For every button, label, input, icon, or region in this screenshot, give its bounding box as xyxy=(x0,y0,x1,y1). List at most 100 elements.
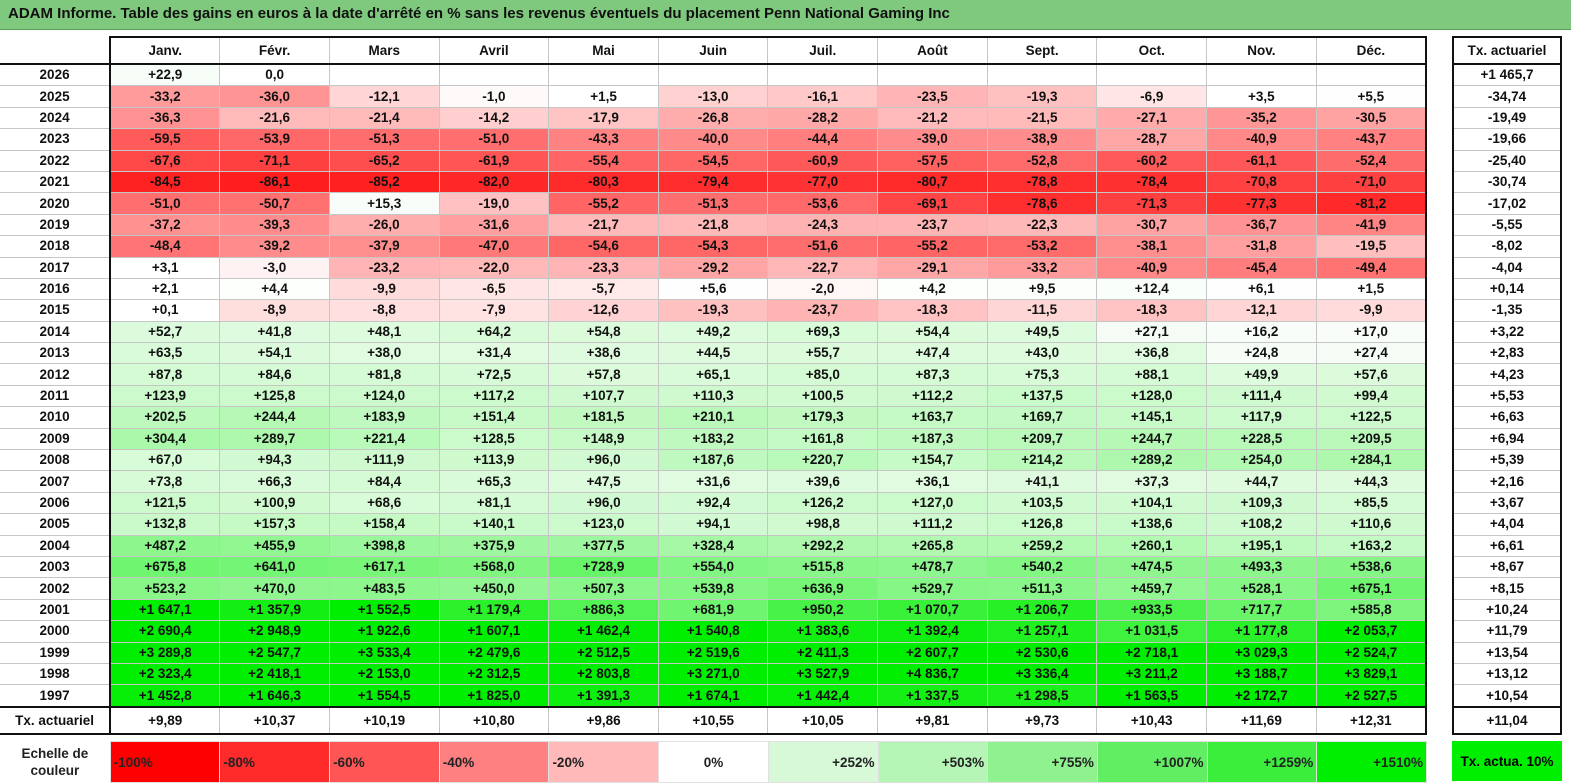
table-row: 2007 +73,8 +66,3 +84,4 +65,3 +47,5 +31,6 +39,6 +… xyxy=(0,470,1427,493)
gain-cell xyxy=(328,63,440,87)
gain-cell: +31,6 xyxy=(657,470,769,493)
gain-cell: +36,1 xyxy=(877,470,988,493)
year-label: 2010 xyxy=(0,406,112,429)
table-row: 2024 -36,3 -21,6 -21,4 -14,2 -17,9 -26,8 -28,2-… xyxy=(0,106,1427,130)
page-title: ADAM Informe. Table des gains en euros à… xyxy=(8,5,950,22)
gain-cell: +6,1 xyxy=(1206,277,1317,301)
gain-cell: -39,3 xyxy=(219,213,330,237)
table-row: 2018 -48,4 -39,2 -37,9 -47,0 -54,6 -54,3 -51,6-… xyxy=(0,235,1427,258)
year-label: 2003 xyxy=(0,555,112,579)
gain-cell: +540,2 xyxy=(986,555,1098,579)
month-header: Déc. xyxy=(1315,36,1427,65)
gain-cell: +1 647,1 xyxy=(109,598,221,622)
gain-cell: -60,2 xyxy=(1096,149,1208,172)
gain-cell: -6,9 xyxy=(1096,85,1208,108)
gain-cell: -85,2 xyxy=(328,170,440,194)
gain-cell: -38,9 xyxy=(986,128,1098,151)
gain-cell: -19,0 xyxy=(438,192,550,215)
gain-cell: +529,7 xyxy=(877,577,988,600)
table-row: 2009 +304,4 +289,7 +221,4 +128,5 +148,9 +183,2… xyxy=(0,427,1427,451)
table-row: 2020 -51,0 -50,7 +15,3 -19,0 -55,2 -51,3 -53,6-… xyxy=(0,192,1427,215)
gain-cell: +292,2 xyxy=(767,534,879,557)
act-rate-cell: -17,02 xyxy=(1452,192,1562,215)
gain-cell: -22,0 xyxy=(438,256,550,279)
year-label: 2014 xyxy=(0,320,112,344)
gain-cell: +121,5 xyxy=(109,491,221,515)
gain-cell: -28,2 xyxy=(767,106,879,130)
act-rate-cell: +6,61 xyxy=(1452,534,1562,557)
gain-cell: +3,1 xyxy=(109,256,221,279)
gain-cell: +113,9 xyxy=(438,449,550,472)
gain-cell: +49,9 xyxy=(1206,363,1317,386)
year-label: 2013 xyxy=(0,342,112,365)
gain-cell: +568,0 xyxy=(438,555,550,579)
gain-cell: +187,3 xyxy=(877,427,988,451)
gain-cell: -40,9 xyxy=(1206,128,1317,151)
gain-cell: +507,3 xyxy=(548,577,659,600)
table-row: 2002 +523,2 +470,0 +483,5 +450,0 +507,3 +539,8… xyxy=(0,577,1427,600)
gain-cell: +124,0 xyxy=(328,384,440,408)
gain-cell: -65,2 xyxy=(328,149,440,172)
gain-cell: +44,3 xyxy=(1315,470,1427,493)
act-rate-cell: +4,04 xyxy=(1452,513,1562,536)
gain-cell: -29,1 xyxy=(877,256,988,279)
table-row: 1999 +3 289,8 +2 547,7 +3 533,4 +2 479,6 +2 5… xyxy=(0,641,1427,664)
year-label: 2023 xyxy=(0,128,112,151)
scale-swatch: -40% xyxy=(438,741,550,783)
gain-cell: +511,3 xyxy=(986,577,1098,600)
year-label: 2005 xyxy=(0,513,112,536)
gain-cell: +123,0 xyxy=(548,513,659,536)
gain-cell: +209,5 xyxy=(1315,427,1427,451)
gain-cell: -18,3 xyxy=(877,299,988,322)
gain-cell: +554,0 xyxy=(657,555,769,579)
gain-cell: -28,7 xyxy=(1096,128,1208,151)
gain-cell: -55,2 xyxy=(877,235,988,258)
gain-cell: -8,8 xyxy=(328,299,440,322)
footer-rate-cell: +9,73 xyxy=(986,705,1098,735)
act-rate-cell: -19,49 xyxy=(1452,106,1562,130)
gain-cell: +1 554,5 xyxy=(328,684,440,708)
table-row: 2017 +3,1 -3,0 -23,2 -22,0 -23,3 -29,2 -22,7 -29… xyxy=(0,256,1427,279)
gain-cell: +15,3 xyxy=(328,192,440,215)
gain-cell: -21,7 xyxy=(548,213,659,237)
act-rate-cell: +2,83 xyxy=(1452,342,1562,365)
gain-cell: -45,4 xyxy=(1206,256,1317,279)
gain-cell: +3 188,7 xyxy=(1206,662,1317,686)
scale-swatch: +252% xyxy=(767,741,879,783)
gain-cell: +111,9 xyxy=(328,449,440,472)
table-row: 2025 -33,2 -36,0 -12,1 -1,0 +1,5 -13,0 -16,1 -23… xyxy=(0,85,1427,108)
gain-cell: +2 519,6 xyxy=(657,641,769,664)
gain-cell: +260,1 xyxy=(1096,534,1208,557)
gain-cell xyxy=(986,63,1098,87)
gain-cell: +1 540,8 xyxy=(657,620,769,643)
gain-cell: +2 153,0 xyxy=(328,662,440,686)
gain-cell: +98,8 xyxy=(767,513,879,536)
gain-cell: +27,1 xyxy=(1096,320,1208,344)
gain-cell: +474,5 xyxy=(1096,555,1208,579)
footer-rate-cell: +12,31 xyxy=(1315,705,1427,735)
gain-cell xyxy=(438,63,550,87)
act-total-cell: +11,04 xyxy=(1452,705,1562,735)
footer-rate-cell: +10,80 xyxy=(438,705,550,735)
gain-cell: +1 825,0 xyxy=(438,684,550,708)
gain-cell: -36,3 xyxy=(109,106,221,130)
gain-cell: +2 312,5 xyxy=(438,662,550,686)
gain-cell: -29,2 xyxy=(657,256,769,279)
gain-cell: +1 031,5 xyxy=(1096,620,1208,643)
gain-cell: -1,0 xyxy=(438,85,550,108)
gain-cell: -53,2 xyxy=(986,235,1098,258)
gain-cell: -79,4 xyxy=(657,170,769,194)
act-rate-cell: -25,40 xyxy=(1452,149,1562,172)
gain-cell: -51,0 xyxy=(438,128,550,151)
gain-cell: +1 391,3 xyxy=(548,684,659,708)
gain-cell: +109,3 xyxy=(1206,491,1317,515)
gain-cell: +179,3 xyxy=(767,406,879,429)
gain-cell: +111,4 xyxy=(1206,384,1317,408)
table-row: 2021 -84,5 -86,1 -85,2 -82,0 -80,3 -79,4 -77,0-… xyxy=(0,170,1427,194)
gain-cell: +57,8 xyxy=(548,363,659,386)
gain-cell: +2 479,6 xyxy=(438,641,550,664)
gain-cell: -55,4 xyxy=(548,149,659,172)
gain-cell: -3,0 xyxy=(219,256,330,279)
year-label: 2019 xyxy=(0,213,112,237)
gain-cell: +96,0 xyxy=(548,449,659,472)
